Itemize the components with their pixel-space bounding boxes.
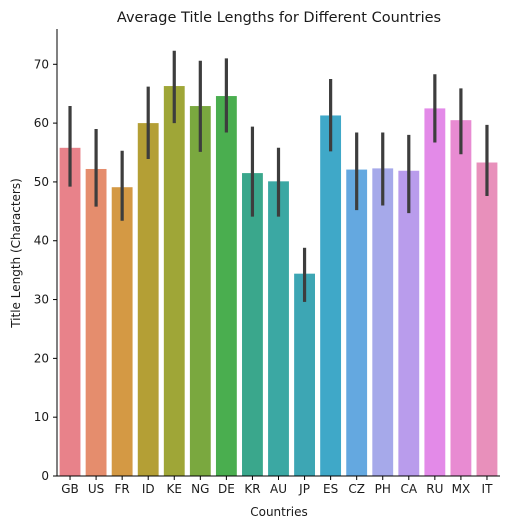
- x-tick-label-ng: NG: [191, 482, 209, 496]
- x-axis-label: Countries: [250, 505, 308, 519]
- x-tick-label-ke: KE: [167, 482, 182, 496]
- bar-kr: [242, 173, 263, 476]
- chart-title: Average Title Lengths for Different Coun…: [117, 10, 441, 26]
- x-tick-label-es: ES: [323, 482, 338, 496]
- y-tick-label-50: 50: [34, 175, 49, 189]
- bar-fr: [111, 187, 133, 476]
- bar-mx: [450, 120, 472, 476]
- error-bars-layer: [68, 50, 489, 302]
- bar-ca: [398, 170, 420, 476]
- x-tick-label-us: US: [88, 482, 104, 496]
- x-tick-label-au: AU: [270, 482, 287, 496]
- bar-es: [320, 115, 342, 477]
- x-tick-label-it: IT: [482, 482, 494, 496]
- bar-id: [137, 123, 159, 477]
- bars-layer: [59, 86, 498, 477]
- y-axis-label: Title Length (Characters): [9, 178, 23, 329]
- x-tick-label-jp: JP: [298, 482, 310, 496]
- x-tick-label-ru: RU: [426, 482, 443, 496]
- y-tick-label-30: 30: [34, 293, 49, 307]
- y-tick-label-20: 20: [34, 351, 49, 365]
- bar-cz: [346, 169, 368, 476]
- bar-us: [85, 168, 107, 477]
- x-tick-label-kr: KR: [244, 482, 260, 496]
- bar-ng: [189, 106, 211, 477]
- bar-it: [476, 162, 498, 476]
- x-tick-label-id: ID: [142, 482, 155, 496]
- y-tick-label-0: 0: [41, 469, 49, 483]
- x-tick-label-ca: CA: [400, 482, 417, 496]
- y-tick-label-70: 70: [34, 57, 49, 71]
- x-tick-label-cz: CZ: [348, 482, 365, 496]
- ticks-layer: GB US FR ID KE NG DE KR AU JP ES CZ PH CA RU MX IT 0 10 20 3…: [34, 57, 493, 496]
- bar-au: [268, 181, 289, 476]
- x-tick-label-fr: FR: [115, 482, 130, 496]
- x-tick-label-de: DE: [218, 482, 235, 496]
- x-tick-label-ph: PH: [375, 482, 391, 496]
- bar-jp: [294, 273, 315, 476]
- y-tick-label-60: 60: [34, 116, 49, 130]
- x-tick-label-gb: GB: [61, 482, 79, 496]
- y-tick-label-10: 10: [34, 410, 49, 424]
- bar-ke: [163, 86, 185, 477]
- bar-de: [215, 96, 237, 477]
- y-tick-label-40: 40: [34, 234, 49, 248]
- bar-ph: [372, 168, 394, 476]
- bar-gb: [59, 147, 81, 476]
- x-tick-label-mx: MX: [452, 482, 471, 496]
- bar-ru: [424, 108, 446, 477]
